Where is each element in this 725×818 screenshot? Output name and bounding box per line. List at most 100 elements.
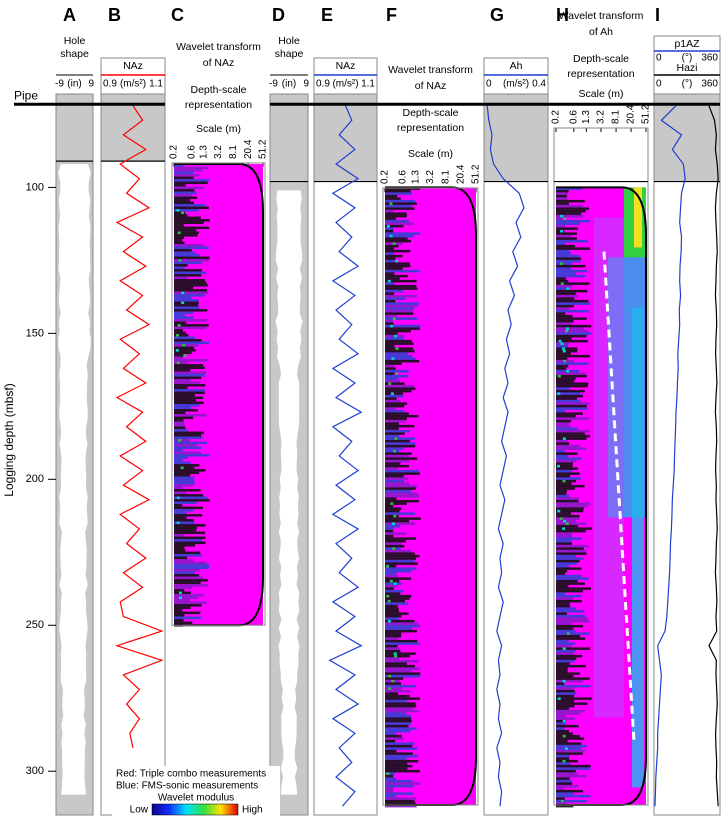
wavelet-detail xyxy=(556,354,590,358)
wavelet-detail xyxy=(174,236,185,240)
wavelet-detail xyxy=(556,614,586,618)
wavelet-detail xyxy=(385,749,397,753)
wavelet-detail xyxy=(385,707,413,710)
wavelet-detail xyxy=(556,187,583,190)
wavelet-detail xyxy=(556,719,567,723)
wavelet-detail xyxy=(385,714,412,718)
wavelet-detail xyxy=(385,297,406,300)
wavelet-detail xyxy=(556,657,577,660)
wavelet-detail xyxy=(556,742,582,745)
wavelet-detail xyxy=(562,527,566,531)
wavelet-detail xyxy=(385,774,394,778)
wavelet-detail xyxy=(174,546,185,550)
wavelet-detail xyxy=(385,517,421,520)
wavelet-detail xyxy=(385,532,407,535)
wavelet-detail xyxy=(557,697,561,701)
wavelet-detail xyxy=(385,352,408,355)
wavelet-detail xyxy=(385,439,411,443)
wavelet-detail xyxy=(556,582,585,585)
wavelet-detail xyxy=(174,216,201,220)
wavelet-detail xyxy=(556,777,570,780)
wavelet-detail xyxy=(174,474,191,477)
wavelet-detail xyxy=(385,494,420,498)
wavelet-detail xyxy=(385,329,411,333)
scale-min: -9 xyxy=(55,79,64,90)
y-tick-label: 150 xyxy=(26,327,44,339)
wavelet-detail xyxy=(556,602,570,605)
wavelet-detail xyxy=(556,192,569,195)
wavelet-detail xyxy=(385,497,397,500)
open-hole xyxy=(275,190,303,795)
wavelet-detail xyxy=(385,734,402,738)
wavelet-detail xyxy=(174,436,203,440)
wavelet-detail xyxy=(174,581,201,585)
wavelet-detail xyxy=(556,489,568,493)
wavelet-detail xyxy=(385,294,417,298)
wavelet-detail xyxy=(634,187,642,248)
wavelet-detail xyxy=(385,457,418,460)
scale-unit: (in) xyxy=(67,79,81,90)
log-trace xyxy=(328,105,363,807)
wavelet-detail xyxy=(174,251,196,255)
scale-unit: (m/s²) xyxy=(120,79,146,90)
wavelet-detail xyxy=(175,349,179,353)
wavelet-detail xyxy=(556,684,591,688)
wavelet-detail xyxy=(385,244,399,248)
wavelet-detail xyxy=(556,792,574,795)
wavelet-detail xyxy=(174,246,209,250)
scale-tick-label: 1.3 xyxy=(199,145,210,159)
hole-title: Hole xyxy=(278,35,300,47)
wavelet-detail xyxy=(556,399,581,403)
wavelet-detail xyxy=(385,394,404,398)
wavelet-detail xyxy=(556,214,584,218)
wavelet-title: Wavelet transform xyxy=(388,64,473,76)
cased-zone xyxy=(314,94,377,182)
wavelet-detail xyxy=(556,757,569,760)
log-trace xyxy=(654,105,686,807)
wavelet-detail xyxy=(556,759,578,763)
wavelet-detail xyxy=(556,457,582,460)
wavelet-detail xyxy=(556,442,570,445)
wavelet-detail xyxy=(556,479,577,483)
wavelet-detail xyxy=(174,561,207,565)
wavelet-detail xyxy=(556,244,576,248)
wavelet-detail xyxy=(181,211,185,215)
wavelet-detail xyxy=(556,492,567,495)
scale-min: 0 xyxy=(486,79,492,90)
wavelet-detail xyxy=(385,387,416,390)
scale-tick-label: 51.2 xyxy=(471,164,482,184)
wavelet-detail xyxy=(556,222,580,225)
wavelet-detail xyxy=(174,614,185,617)
wavelet-detail xyxy=(385,424,415,428)
wavelet-detail xyxy=(174,284,208,287)
wavelet-detail xyxy=(556,232,577,235)
wavelet-detail xyxy=(385,429,411,433)
wavelet-detail xyxy=(385,462,401,465)
wavelet-detail xyxy=(385,507,402,510)
wavelet-detail xyxy=(385,447,404,450)
wavelet-detail xyxy=(556,529,586,533)
wavelet-detail xyxy=(556,694,575,698)
wavelet-detail xyxy=(385,739,396,743)
wavelet-detail xyxy=(385,624,420,628)
wavelet-detail xyxy=(385,314,397,318)
wavelet-detail xyxy=(174,336,196,340)
cased-zone xyxy=(654,94,720,182)
wavelet-detail xyxy=(174,341,210,345)
wavelet-detail xyxy=(174,191,197,195)
pipe-label: Pipe xyxy=(14,88,38,102)
wavelet-detail xyxy=(385,289,404,293)
wavelet-detail xyxy=(385,617,399,620)
wavelet-detail xyxy=(174,566,209,570)
wavelet-detail xyxy=(556,567,582,570)
wavelet-detail xyxy=(174,451,202,455)
wavelet-detail xyxy=(174,324,209,327)
wavelet-detail xyxy=(174,189,195,192)
wavelet-detail xyxy=(562,437,566,441)
wavelet-detail xyxy=(393,514,397,518)
wavelet-detail xyxy=(385,229,394,233)
wavelet-detail xyxy=(385,499,419,503)
wavelet-subtitle: Depth-scale xyxy=(573,53,629,65)
wavelet-detail xyxy=(556,744,587,748)
wavelet-detail xyxy=(556,784,579,788)
